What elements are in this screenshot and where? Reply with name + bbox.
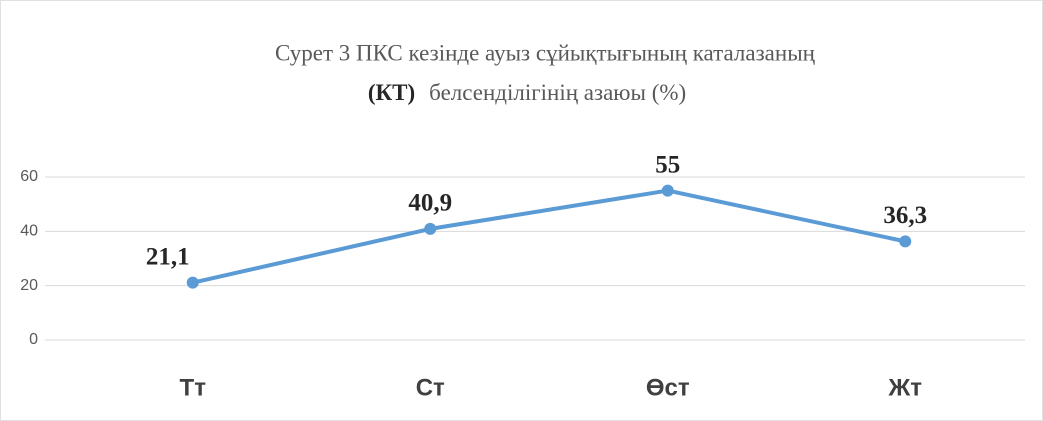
data-label: 55 xyxy=(655,151,680,178)
data-label: 36,3 xyxy=(883,202,927,229)
x-tick-label: Жт xyxy=(888,374,923,401)
y-tick-label: 40 xyxy=(20,223,38,240)
point xyxy=(186,276,199,289)
y-tick-label: 60 xyxy=(20,168,38,185)
y-tick-label: 20 xyxy=(20,277,38,294)
chart-title-rest: белсенділігінің азаюы (%) xyxy=(429,80,686,105)
x-tick-label: Өст xyxy=(646,374,690,401)
point xyxy=(661,184,674,197)
line xyxy=(192,188,906,285)
x-tick-label: Ст xyxy=(416,374,445,401)
chart-title-bold: (КТ) xyxy=(368,80,415,105)
y-tick-label: 0 xyxy=(29,331,38,348)
point xyxy=(424,222,437,235)
chart-title: Сурет 3 ПКС кезінде ауыз сұйықтығының ка… xyxy=(275,40,816,65)
x-tick-label: Тт xyxy=(180,374,207,401)
data-label: 40,9 xyxy=(408,190,452,217)
data-label: 21,1 xyxy=(146,243,190,270)
chart-title: (КТ) белсенділігінің азаюы (%) xyxy=(368,80,686,105)
point xyxy=(899,235,912,248)
